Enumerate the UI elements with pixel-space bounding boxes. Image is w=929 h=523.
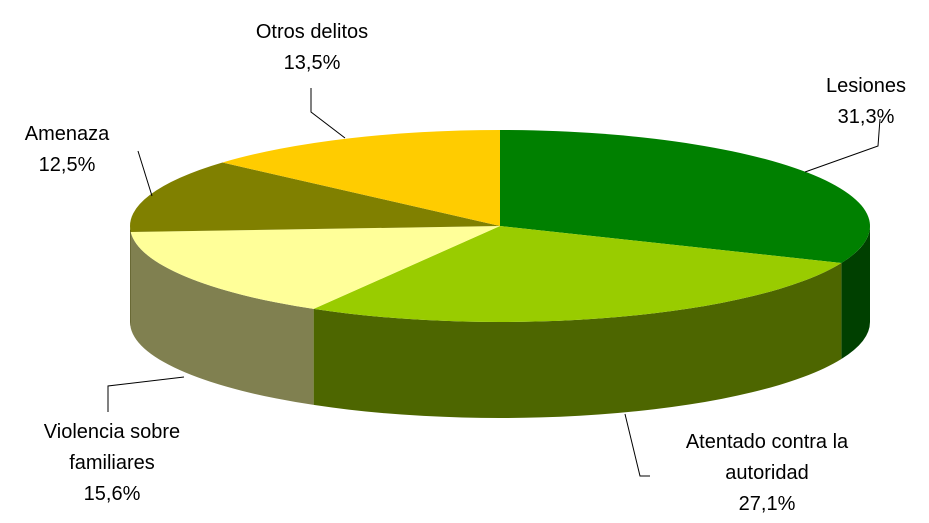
slice-name-violencia-sobre-familiares: Violencia sobre <box>44 421 180 443</box>
leader-line-lesiones <box>804 118 881 173</box>
slice-label-otros-delitos: Otros delitos 13,5% <box>256 21 368 74</box>
pie-slice-amenaza <box>130 162 500 233</box>
slice-value-violencia-sobre-familiares: 15,6% <box>84 483 141 505</box>
leader-line-amenaza <box>137 150 153 197</box>
slice-labels: Lesiones 31,3% Atentado contra la autoridad… <box>25 21 906 515</box>
slice-label-violencia-sobre-familiares: Violencia sobre familiares 15,6% <box>44 421 180 505</box>
slice-value-amenaza: 12,5% <box>39 154 96 176</box>
slice-name-otros-delitos: Otros delitos <box>256 21 368 43</box>
leader-line-otros-delitos <box>310 88 346 139</box>
slice-value-lesiones: 31,3% <box>838 106 895 128</box>
leader-line-violencia-sobre-familiares <box>107 376 185 412</box>
slice-value-atentado-contra-la-autoridad: 27,1% <box>739 493 796 515</box>
pie-sides <box>130 226 870 418</box>
slice-label-atentado-contra-la-autoridad: Atentado contra la autoridad 27,1% <box>686 431 849 515</box>
slice-name-lesiones: Lesiones <box>826 75 906 97</box>
leader-lines <box>107 88 881 477</box>
pie-slice-lesiones <box>500 130 870 264</box>
slice-name-atentado-contra-la-autoridad: autoridad <box>725 462 808 484</box>
slice-value-otros-delitos: 13,5% <box>284 52 341 74</box>
pie-slice-atentado-contra-la-autoridad <box>313 226 842 322</box>
slice-label-amenaza: Amenaza 12,5% <box>25 123 110 176</box>
pie-side-atentado-contra-la-autoridad <box>313 263 842 418</box>
slice-name-violencia-sobre-familiares: familiares <box>69 452 155 474</box>
pie-slice-violencia-sobre-familiares <box>130 226 501 309</box>
leader-line-atentado-contra-la-autoridad <box>624 413 650 477</box>
pie-tops <box>130 130 870 322</box>
slice-label-lesiones: Lesiones 31,3% <box>826 75 906 128</box>
pie-side-lesiones <box>841 226 870 360</box>
slice-name-atentado-contra-la-autoridad: Atentado contra la <box>686 431 849 453</box>
pie-side-amenaza <box>130 226 131 329</box>
pie-side-violencia-sobre-familiares <box>130 232 314 405</box>
pie-slice-otros-delitos <box>222 130 500 226</box>
slice-name-amenaza: Amenaza <box>25 123 110 145</box>
